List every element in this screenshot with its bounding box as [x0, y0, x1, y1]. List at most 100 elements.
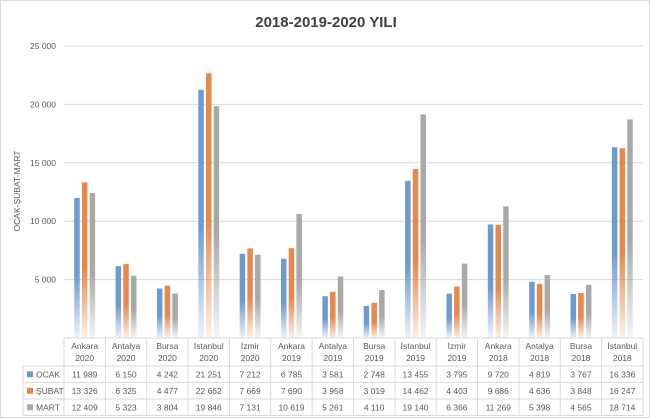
data-label-mart-1: 5 323 [115, 402, 137, 412]
category-year-3: 2020 [199, 353, 218, 363]
category-label-10: Ankara [485, 341, 512, 351]
y-tick-label: 15 000 [30, 158, 56, 168]
bar-şubat-0 [81, 182, 88, 338]
category-label-1: Antalya [112, 341, 141, 351]
bar-ocak-2 [156, 288, 163, 338]
bar-şubat-7 [371, 302, 377, 338]
bar-mart-3 [213, 106, 220, 338]
legend-label-şubat: ŞUBAT [36, 386, 64, 396]
y-axis-label: OCAK-ŞUBAT-MART [12, 151, 22, 232]
data-label-ocak-10: 9 720 [488, 369, 510, 379]
category-year-12: 2018 [572, 353, 591, 363]
category-label-3: İstanbul [194, 341, 224, 351]
data-label-ocak-1: 6 150 [115, 369, 137, 379]
y-tick-label: 10 000 [30, 216, 56, 226]
bar-ocak-6 [322, 296, 328, 338]
bar-şubat-11 [536, 283, 543, 338]
category-label-4: İzmir [241, 341, 260, 351]
category-label-13: İstanbul [607, 341, 637, 351]
gridlines [64, 45, 643, 281]
bar-şubat-12 [578, 293, 584, 338]
bar-mart-4 [255, 254, 261, 338]
bar-mart-8 [420, 114, 426, 338]
data-label-şubat-4: 7 669 [239, 386, 261, 396]
data-label-şubat-8: 14 462 [403, 386, 429, 396]
y-tick-label: 25 000 [30, 41, 56, 51]
data-label-ocak-2: 4 242 [157, 369, 179, 379]
data-label-mart-3: 19 846 [196, 402, 222, 412]
chart-title: 2018-2019-2020 YILI [255, 14, 397, 31]
bar-şubat-5 [288, 248, 295, 338]
category-year-0: 2020 [75, 353, 94, 363]
bar-ocak-7 [363, 305, 370, 338]
data-label-şubat-13: 16 247 [609, 386, 635, 396]
bar-mart-5 [296, 213, 302, 338]
category-label-12: Bursa [570, 341, 592, 351]
bar-mart-13 [627, 119, 633, 338]
data-label-mart-13: 18 714 [609, 402, 635, 412]
data-label-şubat-5: 7 690 [281, 386, 303, 396]
bar-şubat-3 [206, 73, 212, 338]
legend-key-şubat [27, 387, 33, 394]
category-year-5: 2019 [282, 353, 301, 363]
data-label-şubat-2: 4 477 [157, 386, 179, 396]
data-label-şubat-0: 13 326 [72, 386, 98, 396]
data-label-mart-9: 6 366 [446, 402, 468, 412]
bar-mart-10 [503, 206, 509, 338]
data-label-şubat-6: 3 958 [322, 386, 344, 396]
data-label-mart-5: 10 619 [278, 402, 304, 412]
category-year-4: 2020 [241, 353, 260, 363]
data-label-mart-6: 5 261 [322, 402, 344, 412]
data-label-şubat-10: 9 686 [488, 386, 510, 396]
data-label-mart-7: 4 110 [364, 402, 385, 412]
category-year-6: 2019 [323, 353, 342, 363]
legend-key-ocak [27, 371, 33, 378]
category-year-7: 2019 [365, 353, 384, 363]
data-label-mart-4: 7 131 [239, 402, 261, 412]
category-year-1: 2020 [117, 353, 136, 363]
data-label-şubat-1: 6 325 [115, 386, 137, 396]
category-label-7: Bursa [363, 341, 385, 351]
bar-mart-7 [379, 290, 385, 338]
data-label-ocak-4: 7 212 [239, 369, 261, 379]
bar-mart-2 [172, 293, 178, 338]
bar-şubat-4 [247, 248, 253, 338]
data-label-ocak-11: 4 819 [529, 369, 551, 379]
bar-mart-6 [337, 276, 344, 338]
data-label-ocak-9: 3 795 [446, 369, 468, 379]
data-label-ocak-7: 2 748 [364, 369, 386, 379]
bar-ocak-0 [74, 197, 80, 338]
bar-ocak-10 [487, 224, 494, 338]
data-label-ocak-12: 3 767 [570, 369, 592, 379]
data-label-ocak-5: 6 785 [281, 369, 303, 379]
y-tick-label: 20 000 [30, 99, 56, 109]
bar-ocak-12 [570, 294, 577, 338]
category-label-8: İstanbul [401, 341, 431, 351]
category-year-13: 2018 [613, 353, 632, 363]
data-label-ocak-6: 3 581 [322, 369, 344, 379]
category-year-11: 2018 [530, 353, 549, 363]
category-label-0: Ankara [71, 341, 98, 351]
category-label-5: Ankara [278, 341, 305, 351]
data-label-mart-10: 11 269 [486, 402, 512, 412]
bar-mart-11 [544, 274, 551, 338]
bar-mart-0 [89, 193, 96, 338]
data-label-ocak-0: 11 989 [72, 369, 98, 379]
bar-şubat-9 [454, 286, 460, 338]
category-label-11: Antalya [525, 341, 554, 351]
bar-şubat-10 [495, 224, 501, 338]
data-label-şubat-7: 3 019 [364, 386, 386, 396]
legend-label-mart: MART [36, 402, 60, 412]
data-label-mart-11: 5 398 [529, 402, 551, 412]
data-label-ocak-13: 16 336 [609, 369, 635, 379]
category-year-2: 2020 [158, 353, 177, 363]
bars [74, 73, 633, 338]
legend-label-ocak: OCAK [36, 369, 60, 379]
bar-şubat-1 [123, 264, 129, 338]
category-year-8: 2019 [406, 353, 425, 363]
category-label-9: İzmir [448, 341, 467, 351]
data-table: Ankara 2020 Antalya 2020 Bursa 2020 İstanbul 20… [22, 337, 644, 416]
bar-ocak-8 [405, 180, 411, 338]
